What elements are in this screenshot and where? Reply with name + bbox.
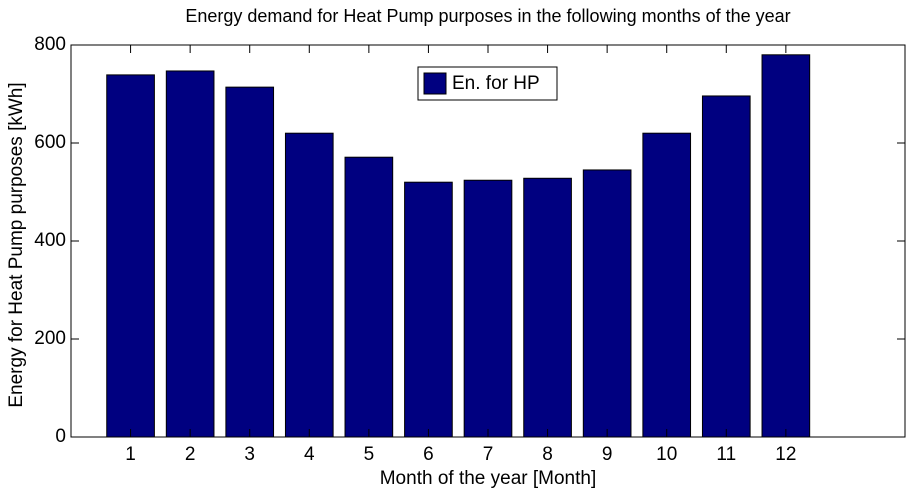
bar	[761, 54, 811, 438]
x-tick-label: 11	[716, 444, 736, 465]
y-tick-label: 600	[34, 132, 66, 153]
bar	[582, 169, 632, 438]
legend-label: En. for HP	[452, 73, 540, 94]
x-tick-label: 3	[244, 444, 255, 465]
bar	[106, 74, 155, 438]
y-tick-label: 0	[55, 426, 66, 447]
x-tick-label: 4	[304, 444, 315, 465]
x-axis-label: Month of the year [Month]	[380, 468, 597, 489]
bar	[463, 179, 513, 438]
x-tick-label: 6	[423, 444, 434, 465]
x-tick-label: 8	[542, 444, 553, 465]
x-tick-label: 9	[602, 444, 613, 465]
x-tick-label: 2	[185, 444, 196, 465]
bar	[225, 86, 275, 438]
bar	[642, 132, 692, 438]
bar	[701, 95, 751, 438]
bar	[284, 132, 334, 438]
bar	[404, 181, 453, 438]
x-tick-label: 5	[364, 444, 375, 465]
x-tick-label: 12	[775, 444, 796, 465]
y-tick-label: 800	[34, 34, 66, 55]
x-tick-label: 7	[483, 444, 494, 465]
bar	[523, 177, 572, 438]
x-tick-label: 1	[125, 444, 136, 465]
y-tick-label: 200	[34, 328, 66, 349]
legend-swatch	[423, 72, 447, 95]
bar	[344, 156, 394, 438]
y-tick-label: 400	[34, 230, 66, 251]
y-axis-label: Energy for Heat Pump purposes [kWh]	[6, 82, 27, 407]
x-tick-label: 10	[656, 444, 677, 465]
chart-title: Energy demand for Heat Pump purposes in …	[185, 6, 790, 26]
bar	[165, 70, 215, 438]
